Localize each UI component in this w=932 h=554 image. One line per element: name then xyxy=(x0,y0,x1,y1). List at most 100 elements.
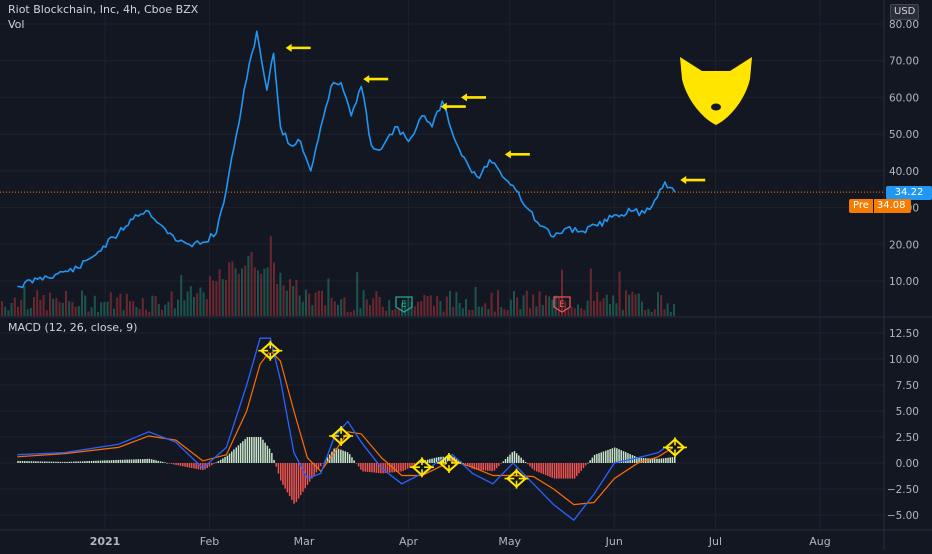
macd-histogram-bar xyxy=(598,453,600,463)
macd-histogram-bar xyxy=(239,443,242,463)
volume-bar xyxy=(561,269,563,316)
volume-bar xyxy=(420,301,423,316)
macd-histogram-bar xyxy=(86,461,88,463)
macd-histogram-bar xyxy=(346,452,349,463)
volume-bar xyxy=(324,305,327,316)
volume-label[interactable]: Vol xyxy=(8,18,25,31)
macd-histogram-bar xyxy=(326,457,329,463)
macd-histogram-bar xyxy=(121,459,124,463)
macd-histogram-bar xyxy=(667,457,669,463)
macd-histogram-bar xyxy=(282,463,284,485)
volume-bar xyxy=(23,285,26,316)
volume-bar xyxy=(269,236,272,316)
macd-histogram-bar xyxy=(536,463,538,472)
macd-histogram-bar xyxy=(573,463,576,479)
macd-histogram-bar xyxy=(266,445,269,463)
macd-histogram-bar xyxy=(46,461,48,463)
currency-badge[interactable]: USD xyxy=(890,4,920,20)
macd-histogram-bar xyxy=(271,453,273,463)
macd-histogram-bar xyxy=(133,459,135,463)
macd-histogram-bar xyxy=(95,460,97,463)
volume-bar xyxy=(225,279,227,316)
macd-histogram-bar xyxy=(73,461,75,463)
volume-bar xyxy=(55,297,58,316)
macd-histogram-bar xyxy=(349,454,351,463)
volume-bar xyxy=(199,287,202,316)
pre-label: Pre xyxy=(849,199,873,213)
macd-histogram-bar xyxy=(84,461,86,463)
macd-pane xyxy=(17,337,676,522)
earnings-e-icon[interactable]: E xyxy=(553,296,571,313)
macd-histogram-bar xyxy=(491,463,493,472)
macd-histogram-bar xyxy=(462,463,464,464)
macd-histogram-bar xyxy=(48,461,50,463)
macd-histogram-bar xyxy=(106,460,108,463)
macd-histogram-bar xyxy=(533,463,536,471)
volume-bar xyxy=(97,311,99,316)
macd-histogram-bar xyxy=(306,463,309,485)
macd-histogram-bar xyxy=(57,461,59,463)
volume-bar xyxy=(61,302,64,316)
diamond-center xyxy=(268,348,273,353)
macd-histogram-bar xyxy=(235,447,237,463)
macd-histogram-bar xyxy=(524,462,527,463)
macd-histogram-bar xyxy=(110,460,113,463)
volume-bar xyxy=(407,297,410,316)
price-series-line[interactable] xyxy=(17,30,676,289)
macd-histogram-bar xyxy=(556,463,558,479)
macd-histogram-bar xyxy=(219,459,222,463)
volume-bar xyxy=(311,305,314,316)
volume-bar xyxy=(545,295,547,316)
volume-bar xyxy=(586,300,589,316)
macd-histogram-bar xyxy=(602,451,605,463)
volume-bar xyxy=(461,308,464,316)
macd-histogram-bar xyxy=(81,461,84,463)
macd-histogram-bar xyxy=(647,458,649,463)
macd-histogram-bar xyxy=(19,461,21,463)
volume-bar xyxy=(10,302,13,316)
time-axis-tick-label: Jul xyxy=(708,535,722,548)
bear-head-icon xyxy=(680,57,752,125)
volume-bar xyxy=(525,290,528,316)
macd-label[interactable]: MACD (12, 26, close, 9) xyxy=(8,321,138,334)
volume-bar xyxy=(103,301,106,316)
macd-histogram-bar xyxy=(211,463,213,466)
volume-bar xyxy=(279,272,282,316)
macd-histogram-bar xyxy=(206,463,208,468)
volume-bar xyxy=(244,265,247,316)
macd-line[interactable] xyxy=(17,337,676,522)
macd-histogram-bar xyxy=(337,448,340,463)
volume-bar xyxy=(218,269,221,316)
volume-bar xyxy=(228,262,231,316)
macd-signal-line[interactable] xyxy=(17,349,676,506)
earnings-e-icon[interactable]: E xyxy=(395,296,413,313)
annotation-marks xyxy=(258,43,706,489)
volume-bar xyxy=(401,302,403,316)
macd-histogram-bar xyxy=(30,461,33,463)
macd-histogram-bar xyxy=(193,463,195,469)
volume-bar xyxy=(39,299,42,316)
macd-histogram-bar xyxy=(413,463,415,466)
volume-bar xyxy=(538,291,541,316)
macd-histogram-bar xyxy=(21,461,24,463)
volume-bar xyxy=(660,295,663,316)
macd-histogram-bar xyxy=(438,457,440,463)
macd-histogram-bar xyxy=(190,463,193,468)
macd-histogram-bar xyxy=(653,458,656,463)
volume-bar xyxy=(452,306,455,316)
macd-histogram-bar xyxy=(584,463,587,466)
macd-histogram-bar xyxy=(375,463,378,473)
volume-bar xyxy=(369,305,371,316)
svg-text:E: E xyxy=(401,300,407,310)
symbol-title[interactable]: Riot Blockchain, Inc, 4h, Cboe BZX xyxy=(8,3,199,16)
macd-histogram-bar xyxy=(124,459,126,463)
macd-histogram-bar xyxy=(464,463,467,465)
macd-histogram-bar xyxy=(52,461,55,463)
volume-bar xyxy=(423,294,426,316)
macd-histogram-bar xyxy=(101,460,104,463)
volume-bar xyxy=(663,309,666,316)
svg-text:E: E xyxy=(559,300,565,310)
price-axis-tick-label: 20.00 xyxy=(889,239,919,251)
